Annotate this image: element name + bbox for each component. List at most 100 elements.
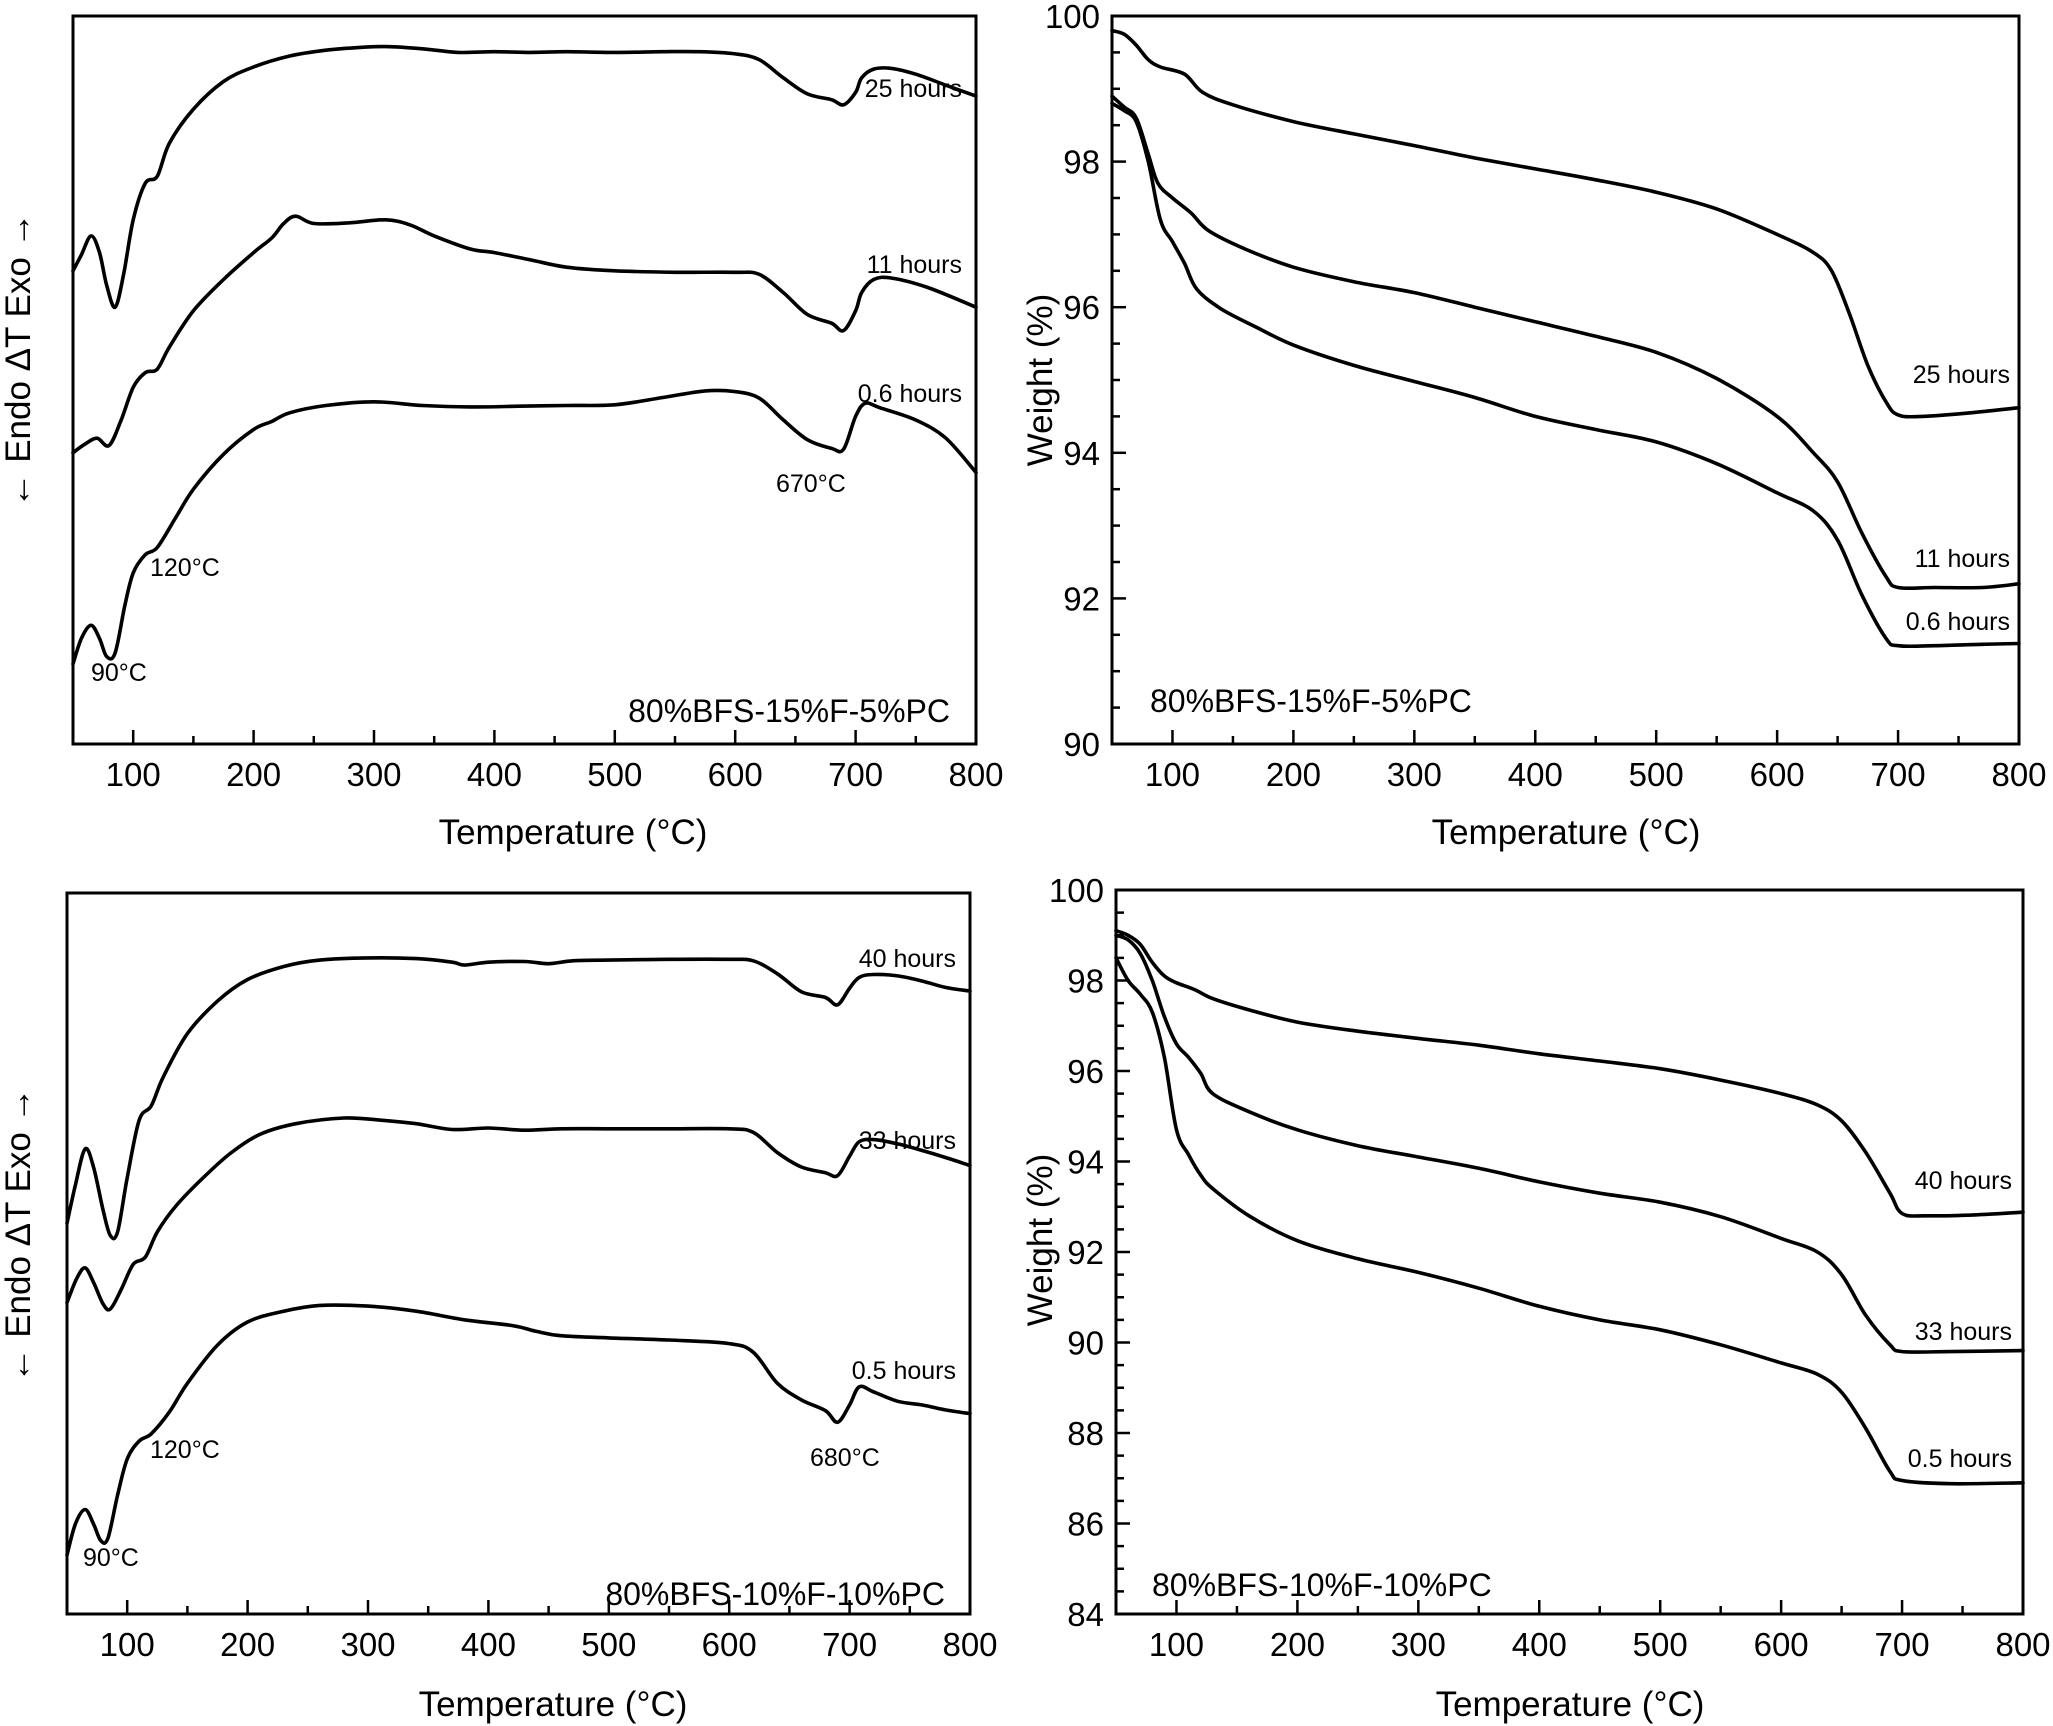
dta-bottom-series-line-0-5-hours (65, 1303, 972, 1557)
tga-bottom-ytick-label-98: 98 (1067, 963, 1104, 1000)
tga-top-curves (1110, 28, 2021, 649)
tga-bottom-ytick-label-94: 94 (1067, 1144, 1104, 1181)
tga-top-x-axis-title: Temperature (°C) (1432, 813, 1701, 852)
tga-top-xtick-label-700: 700 (1871, 756, 1926, 793)
dta-bottom-series-label-40h: 40 hours (859, 945, 956, 973)
dta-bottom-xtick-label-300: 300 (340, 1626, 395, 1663)
dta-top-panel-label: 80%BFS-15%F-5%PC (628, 693, 950, 729)
dta-bottom-xtick-label-500: 500 (581, 1626, 636, 1663)
tga-bottom-ytick-label-88: 88 (1067, 1415, 1104, 1452)
dta-top-xtick-label-300: 300 (346, 756, 401, 793)
tga-bottom-xtick-label-300: 300 (1391, 1626, 1446, 1663)
dta-top-x-axis-title: Temperature (°C) (439, 813, 708, 852)
dta-bottom-series-line-40-hours (65, 955, 972, 1241)
dta-top-panel: 100 200 300 400 500 600 700 800 Temperat… (0, 14, 1004, 852)
dta-bottom-panel: 100 200 300 400 500 600 700 800 Temperat… (0, 891, 998, 1724)
tga-bottom-xtick-label-700: 700 (1875, 1626, 1930, 1663)
tga-top-panel: 100 200 300 400 500 600 700 800 90 92 94… (1021, 0, 2047, 852)
dta-top-annotation-120: 120°C (150, 554, 220, 582)
dta-top-series-line-0-6-hours (71, 388, 978, 666)
tga-bottom-ytick-label-84: 84 (1067, 1596, 1104, 1633)
dta-top-xtick-label-100: 100 (106, 756, 161, 793)
tga-top-ticks (1110, 14, 2021, 746)
dta-top-xtick-label-600: 600 (708, 756, 763, 793)
tga-top-ytick-label-94: 94 (1063, 435, 1100, 472)
tga-top-y-axis-title: Weight (%) (1021, 294, 1060, 466)
dta-bottom-xtick-label-200: 200 (220, 1626, 275, 1663)
dta-bottom-xtick-label-800: 800 (942, 1626, 997, 1663)
dta-bottom-x-ticks (65, 1600, 972, 1614)
tga-bottom-xtick-label-200: 200 (1270, 1626, 1325, 1663)
dta-top-frame (71, 14, 978, 746)
tga-top-xtick-label-300: 300 (1387, 756, 1442, 793)
dta-top-y-axis-title: ← Endo ΔT Exo → (0, 212, 38, 507)
tga-bottom-y-axis-title: Weight (%) (1021, 1154, 1060, 1326)
dta-top-xtick-label-800: 800 (948, 756, 1003, 793)
tga-bottom-ytick-label-92: 92 (1067, 1234, 1104, 1271)
dta-bottom-xtick-label-400: 400 (461, 1626, 516, 1663)
tga-bottom-ytick-label-86: 86 (1067, 1506, 1104, 1543)
tga-bottom-panel: 100 200 300 400 500 600 700 800 84 86 88… (1021, 872, 2051, 1724)
dta-top-series-label-25h: 25 hours (865, 75, 962, 103)
dta-bottom-annotation-680: 680°C (810, 1444, 880, 1472)
dta-bottom-frame (65, 891, 972, 1616)
tga-top-series-label-25h: 25 hours (1913, 361, 2010, 389)
dta-bottom-series-label-0-5h: 0.5 hours (852, 1357, 956, 1385)
dta-top-xtick-label-500: 500 (587, 756, 642, 793)
dta-bottom-annotation-120: 120°C (150, 1436, 220, 1464)
dta-bottom-xtick-label-600: 600 (702, 1626, 757, 1663)
tga-top-ytick-label-96: 96 (1063, 289, 1100, 326)
tga-bottom-series-label-40h: 40 hours (1915, 1167, 2012, 1195)
dta-bottom-panel-label: 80%BFS-10%F-10%PC (605, 1576, 945, 1612)
tga-bottom-curves (1114, 928, 2025, 1486)
tga-top-ytick-label-100: 100 (1045, 0, 1100, 35)
tga-bottom-frame (1114, 888, 2025, 1616)
dta-bottom-x-axis-title: Temperature (°C) (419, 1685, 688, 1724)
dta-bottom-xtick-label-700: 700 (822, 1626, 877, 1663)
dta-top-annotation-670: 670°C (776, 470, 846, 498)
tga-bottom-ytick-label-96: 96 (1067, 1053, 1104, 1090)
dta-bottom-series-line-33-hours (65, 1116, 972, 1312)
tga-bottom-series-line-0-5-hours (1114, 956, 2025, 1486)
dta-bottom-series-label-33h: 33 hours (859, 1127, 956, 1155)
tga-top-xtick-label-600: 600 (1750, 756, 1805, 793)
dta-bottom-xtick-label-100: 100 (100, 1626, 155, 1663)
tga-top-series-line-25-hours (1110, 28, 2021, 419)
dta-top-series-label-0-6h: 0.6 hours (858, 380, 962, 408)
tga-bottom-xtick-label-800: 800 (1995, 1626, 2050, 1663)
tga-top-ytick-label-90: 90 (1063, 726, 1100, 763)
tga-bottom-ytick-label-90: 90 (1067, 1325, 1104, 1362)
dta-top-annotation-90: 90°C (91, 659, 147, 687)
tga-bottom-xtick-label-600: 600 (1754, 1626, 1809, 1663)
dta-top-series-label-11h: 11 hours (867, 251, 962, 279)
tga-bottom-xtick-label-100: 100 (1149, 1626, 1204, 1663)
dta-top-xtick-label-400: 400 (467, 756, 522, 793)
tga-bottom-xtick-label-500: 500 (1633, 1626, 1688, 1663)
tga-top-series-line-0-6-hours (1110, 101, 2021, 649)
dta-top-xtick-label-200: 200 (226, 756, 281, 793)
tga-bottom-xtick-label-400: 400 (1512, 1626, 1567, 1663)
tga-bottom-series-label-0-5h: 0.5 hours (1908, 1445, 2012, 1473)
dta-top-series-line-11-hours (71, 214, 978, 455)
tga-bottom-series-label-33h: 33 hours (1915, 1318, 2012, 1346)
tga-top-xtick-label-400: 400 (1508, 756, 1563, 793)
tga-bottom-series-line-40-hours (1114, 928, 2025, 1218)
tga-bottom-series-line-33-hours (1114, 933, 2025, 1354)
tga-top-ytick-label-92: 92 (1063, 580, 1100, 617)
tga-bottom-ticks (1114, 888, 2025, 1616)
tga-top-series-line-11-hours (1110, 94, 2021, 591)
tga-bottom-panel-label: 80%BFS-10%F-10%PC (1152, 1567, 1492, 1603)
dta-bottom-y-axis-title: ← Endo ΔT Exo → (0, 1087, 38, 1382)
tga-top-xtick-label-200: 200 (1266, 756, 1321, 793)
tga-top-ytick-label-98: 98 (1063, 144, 1100, 181)
dta-top-xtick-label-700: 700 (828, 756, 883, 793)
tga-top-series-label-0-6h: 0.6 hours (1906, 608, 2010, 636)
tga-top-xtick-label-500: 500 (1629, 756, 1684, 793)
dta-top-series-line-25-hours (71, 44, 978, 310)
tga-bottom-x-axis-title: Temperature (°C) (1436, 1685, 1705, 1724)
tga-top-xtick-label-100: 100 (1145, 756, 1200, 793)
tga-top-xtick-label-800: 800 (1991, 756, 2046, 793)
dta-bottom-curves (65, 955, 972, 1557)
dta-top-x-ticks (71, 730, 978, 744)
